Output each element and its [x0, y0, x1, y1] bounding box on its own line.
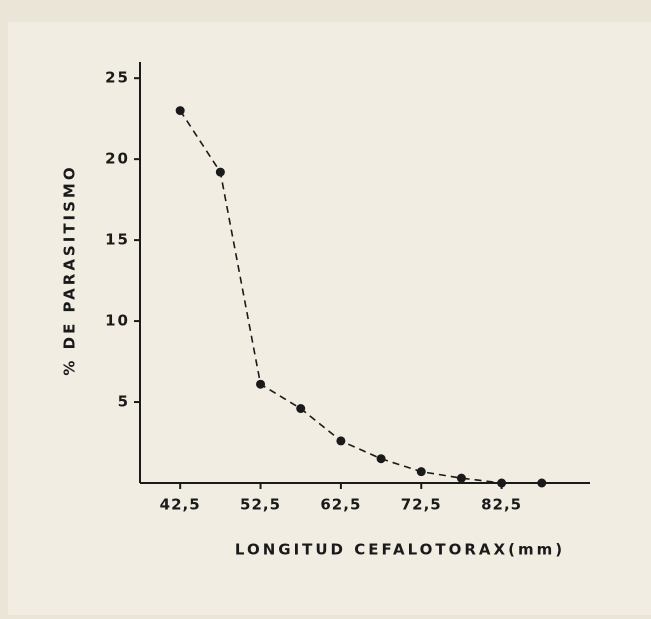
paper: [8, 22, 651, 615]
y-tick-label: 10: [105, 312, 130, 330]
data-point: [175, 106, 185, 116]
data-point: [456, 473, 466, 483]
y-tick-label: 20: [105, 150, 130, 168]
y-tick-label: 15: [105, 231, 130, 249]
data-point: [497, 478, 507, 488]
x-tick-label: 42,5: [160, 496, 201, 514]
data-point: [256, 379, 266, 389]
x-axis-label: LONGITUD CEFALOTORAX(mm): [235, 541, 565, 559]
data-line: [179, 110, 542, 484]
data-point: [336, 436, 346, 446]
y-tick-label: 5: [118, 393, 130, 411]
data-point: [215, 167, 225, 177]
data-point: [376, 454, 386, 464]
data-point: [416, 467, 426, 477]
y-axis-label: % DE PARASITISMO: [61, 164, 79, 375]
x-tick-label: 72,5: [401, 496, 442, 514]
data-point: [537, 478, 547, 488]
x-tick-label: 52,5: [240, 496, 281, 514]
x-tick-label: 62,5: [320, 496, 361, 514]
x-tick-label: 82,5: [481, 496, 522, 514]
y-tick-label: 25: [105, 69, 130, 87]
data-point: [296, 404, 306, 414]
